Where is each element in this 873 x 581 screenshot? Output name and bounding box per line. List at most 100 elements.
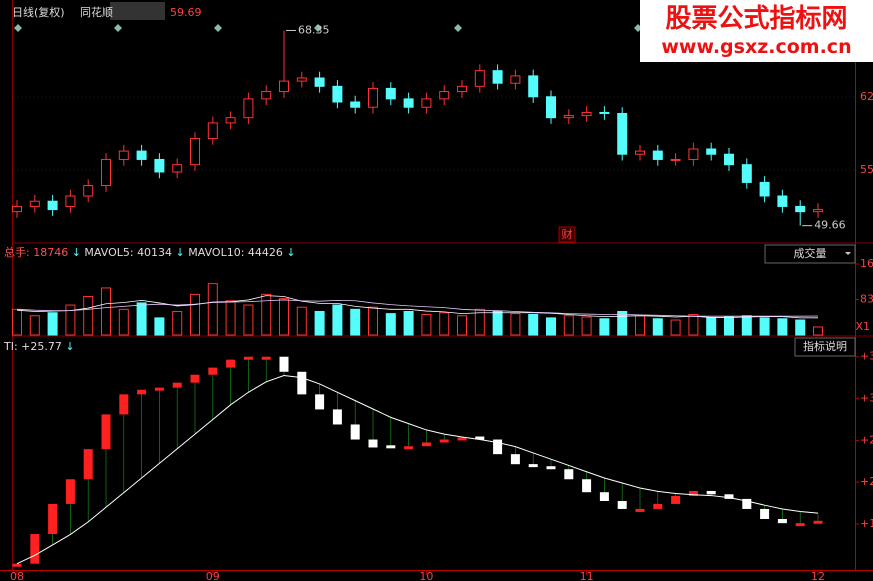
candle-body	[154, 158, 165, 173]
candle-body	[759, 181, 770, 197]
volume-bar	[741, 315, 752, 336]
volume-bar	[314, 310, 325, 336]
candle-body	[190, 138, 200, 166]
y-tick-label: +1	[860, 517, 873, 530]
volume-bar	[421, 313, 432, 336]
ti-block	[724, 494, 734, 499]
candle-body	[492, 70, 503, 84]
dropdown-arrow	[845, 252, 851, 255]
annotation: 68.35	[298, 23, 330, 36]
ti-block	[190, 374, 200, 383]
unit-label: X1	[855, 320, 870, 333]
ti-block	[261, 356, 271, 360]
candle-body	[172, 164, 183, 173]
ti-block	[635, 508, 645, 512]
volume-bar	[528, 313, 539, 336]
volume-bar	[83, 296, 94, 336]
dropdown[interactable]	[764, 244, 856, 264]
watermark-title: 股票公式指标网	[665, 4, 848, 34]
ti-block	[582, 479, 592, 493]
candle-body	[563, 115, 574, 119]
candle-body	[243, 98, 254, 119]
candle-body	[439, 91, 450, 100]
ti-block	[172, 382, 182, 388]
ti-block	[777, 518, 787, 524]
candle-body	[385, 87, 396, 100]
candle-body	[617, 112, 628, 155]
volume-bar	[118, 308, 129, 336]
y-tick-label: 16	[860, 257, 873, 270]
volume-bar	[652, 318, 663, 336]
ti-block	[475, 436, 485, 440]
ma-line	[16, 295, 819, 319]
candle-body	[65, 195, 76, 207]
volume-bar	[101, 287, 111, 336]
button-label[interactable]: 指标说明	[803, 339, 847, 353]
candle-body	[136, 150, 147, 160]
candle-body	[795, 205, 806, 213]
candle-body	[474, 70, 485, 87]
ti-block	[510, 454, 520, 465]
candle-body	[741, 164, 752, 183]
ti-block	[119, 394, 129, 415]
ti-block	[493, 439, 503, 455]
volume-bar	[795, 319, 806, 336]
volume-bar	[599, 318, 610, 336]
volume-bar	[332, 304, 343, 336]
marker: 财	[562, 227, 573, 241]
y-tick-label: +3	[860, 392, 873, 405]
candle-body	[652, 150, 663, 160]
ti-block	[671, 495, 681, 504]
candle-body	[261, 91, 272, 100]
volume-bar	[706, 317, 717, 336]
volume-bar	[670, 319, 681, 336]
ti-block	[421, 442, 431, 447]
volume-bar	[724, 316, 734, 336]
volume-bar	[385, 313, 396, 336]
candle-body	[510, 75, 521, 84]
legend-name: 总手	[4, 246, 33, 259]
candle-body	[225, 117, 236, 124]
candle-body	[47, 200, 58, 211]
watermark-url: www.gsxz.com.cn	[661, 36, 852, 58]
volume-bar	[474, 308, 485, 336]
ti-block	[12, 563, 22, 567]
legend-value: 40134	[137, 246, 173, 259]
y-tick-label: +2	[860, 433, 873, 446]
ti-block	[154, 387, 164, 391]
volume-bar	[813, 326, 823, 336]
ti-block	[546, 466, 556, 470]
candle-body	[635, 150, 645, 155]
candle-body	[599, 111, 610, 114]
volume-bar	[154, 317, 165, 336]
volume-bar	[563, 315, 574, 336]
candle-body	[688, 148, 699, 160]
ti-block	[226, 359, 236, 368]
volume-bar	[439, 312, 450, 336]
y-tick-label: 55	[860, 163, 873, 176]
candle-body	[83, 185, 94, 197]
ti-block	[48, 503, 58, 535]
button[interactable]	[794, 337, 856, 357]
ti-block	[653, 503, 663, 509]
volume-bar	[243, 304, 254, 336]
ti-block	[760, 508, 770, 519]
ti-block	[599, 492, 609, 501]
ti-block	[30, 534, 40, 564]
volume-bar	[47, 312, 58, 336]
volume-bar	[777, 318, 788, 336]
vol-legend: 总手18746 ↓ MAVOL540134 ↓ MAVOL1044426 ↓	[4, 246, 296, 260]
ti-block	[101, 414, 111, 450]
ma-line	[16, 299, 819, 317]
ti-block	[65, 479, 75, 504]
candle-body	[279, 80, 289, 93]
volume-bar	[510, 313, 521, 336]
ti-block	[564, 469, 574, 480]
volume-bar	[29, 315, 40, 336]
x-tick-label: 09	[206, 570, 220, 581]
candle-body	[101, 158, 111, 187]
volume-bar	[65, 304, 76, 336]
